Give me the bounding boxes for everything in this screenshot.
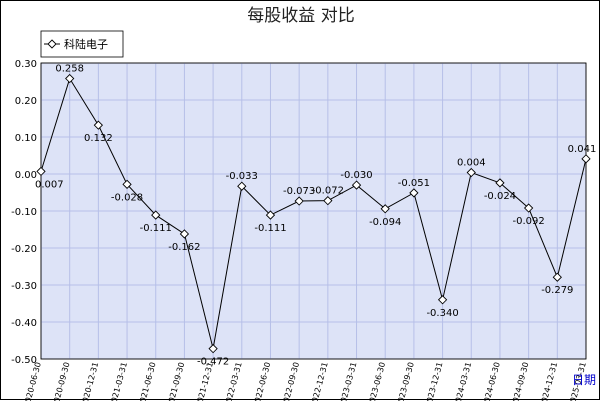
data-point [265,210,276,220]
data-label: -0.279 [541,285,573,296]
data-label: 0.004 [457,158,486,169]
data-point [294,196,304,206]
data-point [523,203,534,213]
series-line [40,77,587,349]
plot-border [40,62,587,360]
data-point [93,120,104,130]
y-tick-label: -0.10 [11,207,37,218]
data-label: 0.041 [568,144,597,155]
data-point [237,181,247,191]
x-axis-label: 日期 [572,373,596,387]
data-point [380,204,390,214]
data-label: -0.073 [283,186,315,197]
y-tick-label: 0.30 [15,59,37,70]
x-tick-label: 2023-12-31 [424,361,445,401]
x-tick-label: 2024-03-31 [452,361,473,401]
y-tick-label: 0.00 [15,170,37,181]
legend-marker [47,39,57,49]
x-tick-label: 2022-09-30 [280,361,301,401]
x-tick-label: 2021-03-31 [108,361,129,401]
data-point [36,166,46,177]
data-label: -0.111 [140,223,172,234]
x-tick-label: 2021-06-30 [137,361,158,401]
data-label: -0.094 [369,217,401,228]
x-tick-label: 2020-09-30 [51,361,72,401]
data-label: -0.092 [513,216,545,227]
data-label: -0.024 [484,191,516,202]
legend-label: 科陆电子 [64,37,108,51]
data-point [151,210,161,220]
x-tick-label: 2021-09-30 [166,361,187,401]
y-tick-label: 0.10 [15,133,37,144]
x-tick-label: 2024-06-30 [481,361,502,401]
data-point [351,180,362,190]
x-tick-label: 2020-12-31 [80,361,101,401]
data-point [122,179,132,189]
data-label: -0.162 [168,242,200,253]
x-tick-label: 2023-09-30 [395,361,416,401]
x-tick-label: 2023-06-30 [366,361,387,401]
data-label: 0.258 [55,64,84,75]
chart-title: 每股收益 对比 [247,6,354,26]
data-label: -0.051 [398,178,430,189]
data-point [208,344,218,354]
y-tick-label: -0.30 [11,281,37,292]
data-label: 0.007 [35,179,64,190]
data-point [323,196,333,206]
data-point [552,272,562,282]
y-tick-label: -0.50 [11,355,37,366]
data-point [409,188,419,198]
data-label: 0.132 [84,133,113,144]
x-tick-label: 2020-06-30 [22,361,43,401]
data-point [65,73,75,84]
x-tick-label: 2022-12-31 [309,361,330,401]
data-label: -0.028 [111,192,143,203]
data-point [437,295,448,305]
x-tick-label: 2023-03-31 [338,361,359,401]
data-point [179,229,190,239]
x-tick-label: 2022-06-30 [252,361,273,401]
data-label: -0.033 [226,171,258,182]
x-tick-label: 2024-09-30 [510,361,531,401]
y-tick-label: -0.20 [11,244,37,255]
data-label: -0.072 [312,186,344,197]
data-point [495,178,505,188]
data-point [581,154,591,164]
data-label: -0.111 [254,223,286,234]
data-label: -0.340 [426,308,458,319]
data-point [466,167,476,178]
x-tick-label: 2024-12-31 [539,361,560,401]
data-label: -0.472 [197,357,229,368]
y-tick-label: 0.20 [15,96,37,107]
y-tick-label: -0.40 [11,318,37,329]
data-label: -0.030 [340,170,372,181]
